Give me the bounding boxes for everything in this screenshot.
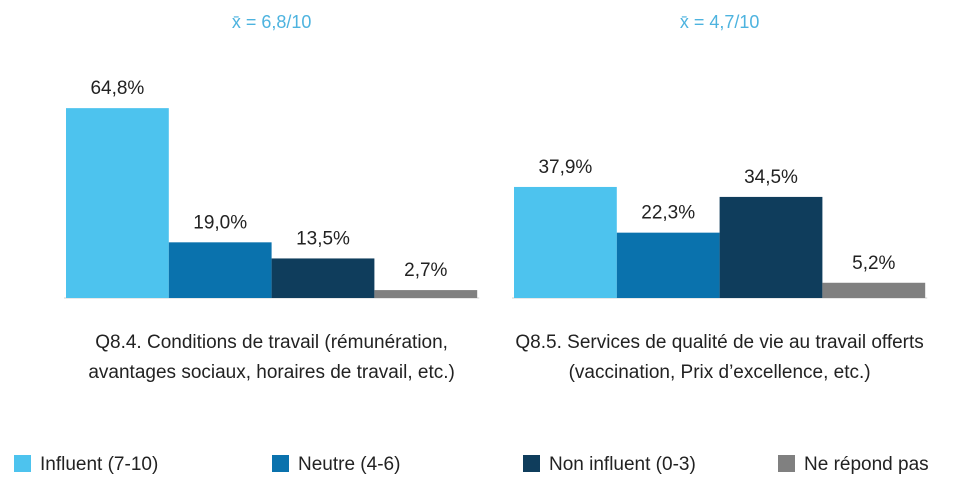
value-label: 2,7% [404, 260, 447, 281]
mean-annotation: x̄ = 4,7/10 [680, 12, 760, 32]
legend-swatch [272, 455, 289, 472]
legend-swatch [14, 455, 31, 472]
value-label: 37,9% [538, 157, 592, 178]
legend-swatch [523, 455, 540, 472]
category-label: Q8.5. Services de qualité de vie au trav… [515, 332, 924, 383]
bar [514, 186, 617, 298]
bar [168, 242, 272, 298]
legend-label: Influent (7-10) [40, 454, 158, 475]
legend-label: Ne répond pas [804, 454, 929, 475]
value-label: 5,2% [852, 253, 895, 274]
bar [822, 282, 926, 298]
value-label: 22,3% [641, 203, 695, 224]
bar [719, 196, 823, 298]
mean-annotation: x̄ = 6,8/10 [232, 12, 312, 32]
value-label: 19,0% [193, 212, 247, 233]
value-label: 64,8% [90, 78, 144, 99]
bar [374, 290, 478, 298]
bar [616, 232, 720, 298]
value-label: 34,5% [744, 167, 798, 188]
legend-label: Non influent (0-3) [549, 454, 696, 475]
category-label: Q8.4. Conditions de travail (rémunératio… [88, 332, 455, 383]
bar [66, 108, 169, 298]
bar [271, 258, 375, 298]
legend-label: Neutre (4-6) [298, 454, 400, 475]
legend-swatch [778, 455, 795, 472]
value-label: 13,5% [296, 228, 350, 249]
